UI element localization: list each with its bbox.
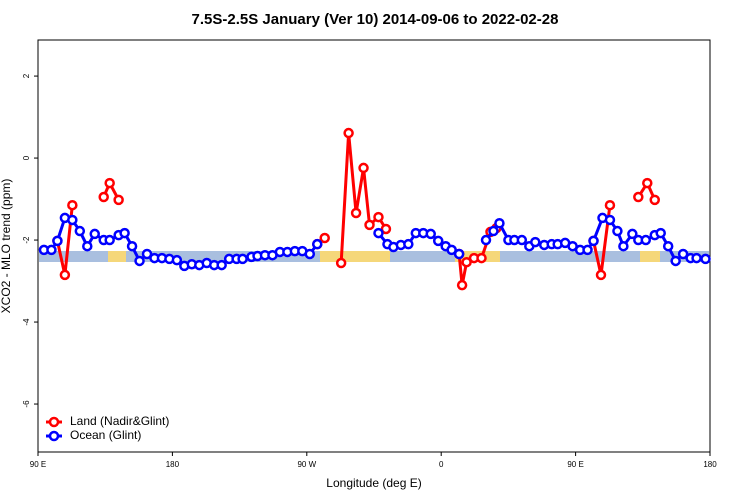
point xyxy=(46,244,57,256)
point xyxy=(67,199,78,211)
point xyxy=(691,252,702,264)
point xyxy=(677,248,689,260)
point xyxy=(530,236,541,248)
y-tick-label: -6 xyxy=(22,400,31,408)
point xyxy=(604,199,616,211)
point xyxy=(456,279,468,291)
y-tick-label: 2 xyxy=(22,73,31,78)
point xyxy=(618,240,629,252)
point xyxy=(216,259,227,271)
point xyxy=(588,235,599,247)
point xyxy=(488,225,499,237)
point xyxy=(373,227,384,239)
point xyxy=(494,217,505,229)
point xyxy=(104,177,115,189)
point xyxy=(700,253,711,265)
point xyxy=(358,162,369,174)
plot-frame xyxy=(37,39,711,453)
point xyxy=(612,225,623,237)
x-tick-label: 90 E xyxy=(567,460,583,469)
point xyxy=(89,228,100,240)
point xyxy=(480,234,492,246)
point xyxy=(403,238,414,250)
point xyxy=(604,214,616,226)
point xyxy=(113,194,124,206)
y-tick-label: -2 xyxy=(22,236,31,244)
point xyxy=(312,238,323,250)
point xyxy=(582,244,593,256)
point xyxy=(74,225,86,237)
point xyxy=(59,269,71,281)
x-tick-label: 0 xyxy=(439,460,444,469)
point xyxy=(642,177,653,189)
point xyxy=(373,211,384,223)
point xyxy=(655,227,666,239)
point xyxy=(304,248,316,260)
point xyxy=(52,235,63,247)
point xyxy=(126,240,138,252)
point xyxy=(98,191,109,203)
x-axis-label: Longitude (deg E) xyxy=(326,476,421,490)
point xyxy=(380,223,392,235)
x-tick-label: 90 E xyxy=(30,460,46,469)
point xyxy=(670,255,681,267)
point xyxy=(633,191,644,203)
point xyxy=(119,227,130,239)
point xyxy=(134,255,145,267)
point xyxy=(141,248,153,260)
x-tick-label: 90 W xyxy=(297,460,316,469)
point xyxy=(171,254,183,266)
point xyxy=(476,252,487,264)
legend-label: Ocean (Glint) xyxy=(70,428,141,442)
legend-label: Land (Nadir&Glint) xyxy=(70,414,169,428)
point xyxy=(350,207,362,219)
y-tick-label: -4 xyxy=(22,318,31,326)
point xyxy=(425,228,436,240)
x-tick-label: 180 xyxy=(703,460,717,469)
point xyxy=(237,253,248,265)
x-tick-label: 180 xyxy=(166,460,180,469)
land-band xyxy=(320,251,390,262)
legend-marker xyxy=(48,416,60,428)
point xyxy=(649,194,660,206)
point xyxy=(67,214,78,226)
point xyxy=(516,234,528,246)
point xyxy=(627,228,638,240)
point xyxy=(82,240,93,252)
point xyxy=(453,248,465,260)
point xyxy=(640,234,652,246)
point xyxy=(335,257,347,269)
land-band xyxy=(108,251,126,262)
point xyxy=(662,240,674,252)
point xyxy=(595,269,607,281)
legend-marker xyxy=(48,430,60,442)
point xyxy=(104,234,115,246)
y-tick-label: 0 xyxy=(22,155,31,160)
point xyxy=(343,127,354,139)
point xyxy=(319,232,330,244)
point xyxy=(432,235,444,247)
point xyxy=(446,244,457,256)
y-axis-label: XCO2 - MLO trend (ppm) xyxy=(0,179,13,314)
land-band xyxy=(640,251,660,262)
point xyxy=(461,256,472,268)
chart-title: 7.5S-2.5S January (Ver 10) 2014-09-06 to… xyxy=(192,11,559,28)
point xyxy=(364,219,375,231)
